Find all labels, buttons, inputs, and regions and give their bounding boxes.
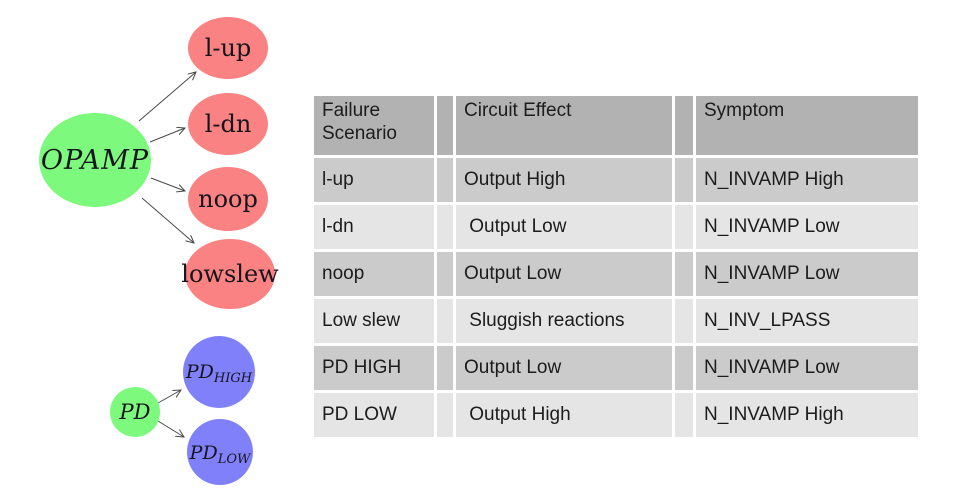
fault-table-container: Failure Scenario Circuit Effect Symptom … [311,93,921,440]
lowslew-node-shape [185,239,275,309]
cell-spacer [675,346,693,390]
fault-tree-diagram: OPAMP l-up l-dn noop lowslew PD [39,17,279,485]
cell-spacer [437,393,453,437]
cell-effect: Sluggish reactions [456,299,672,343]
cell-scenario: PD HIGH [314,346,434,390]
lowslew-node-label: lowslew [181,260,279,288]
lup-node-label: l-up [205,34,252,62]
table-row: l-dn Output Low N_INVAMP Low [314,205,918,249]
cell-spacer [675,299,693,343]
cell-scenario: l-up [314,158,434,202]
pdlow-label-base: PD [189,442,218,464]
table-row: noop Output Low N_INVAMP Low [314,252,918,296]
header-spacer-a [437,96,453,155]
cell-scenario: PD LOW [314,393,434,437]
header-failure-scenario: Failure Scenario [314,96,434,155]
cell-spacer [675,252,693,296]
edge-opamp-lowslew [141,197,194,243]
tree-node-lup: l-up [188,17,268,79]
pd-tree-edges [157,390,184,437]
cell-effect: Output Low [456,205,672,249]
ldn-node-label: l-dn [205,110,252,138]
cell-symptom: N_INVAMP Low [696,252,918,296]
table-row: l-up Output High N_INVAMP High [314,158,918,202]
cell-spacer [437,158,453,202]
cell-symptom: N_INVAMP Low [696,205,918,249]
table-header-row: Failure Scenario Circuit Effect Symptom [314,96,918,155]
opamp-node-label: OPAMP [41,145,149,176]
edge-opamp-noop [150,177,185,191]
noop-node-label: noop [198,185,258,213]
cell-effect: Output Low [456,252,672,296]
edge-pd-pdlow [157,420,184,437]
pdhigh-label-base: PD [185,361,214,383]
edge-opamp-ldn [149,128,185,143]
table-row: Low slew Sluggish reactions N_INV_LPASS [314,299,918,343]
cell-scenario: noop [314,252,434,296]
tree-node-ldn: l-dn [188,93,268,155]
pdlow-node-shape [187,419,253,485]
cell-spacer [437,252,453,296]
edge-opamp-lup [138,72,196,122]
cell-effect: Output High [456,393,672,437]
cell-symptom: N_INVAMP Low [696,346,918,390]
tree-node-opamp: OPAMP [39,113,151,207]
cell-effect: Output High [456,158,672,202]
cell-spacer [675,393,693,437]
cell-spacer [437,205,453,249]
ldn-node-shape [188,93,268,155]
header-spacer-b [675,96,693,155]
cell-symptom: N_INVAMP High [696,393,918,437]
cell-spacer [675,158,693,202]
fault-symptom-table: Failure Scenario Circuit Effect Symptom … [311,93,921,440]
cell-scenario: l-dn [314,205,434,249]
cell-symptom: N_INVAMP High [696,158,918,202]
pdhigh-node-shape [183,336,255,408]
pd-node-label: PD [119,400,151,424]
cell-spacer [437,346,453,390]
cell-effect: Output Low [456,346,672,390]
pdlow-label-subscript: LOW [217,452,252,467]
pdhigh-node-label: PDHIGH [185,361,253,386]
pdlow-node-label: PDLOW [189,442,252,467]
tree-node-noop: noop [188,167,268,231]
pd-node-shape [110,387,160,437]
cell-symptom: N_INV_LPASS [696,299,918,343]
edge-pd-pdhigh [157,390,181,404]
header-symptom: Symptom [696,96,918,155]
tree-node-pd: PD [110,387,160,437]
lup-node-shape [188,17,268,79]
tree-node-pdlow: PDLOW [187,419,253,485]
pdhigh-label-subscript: HIGH [213,371,253,386]
table-row: PD LOW Output High N_INVAMP High [314,393,918,437]
cell-scenario: Low slew [314,299,434,343]
table-row: PD HIGH Output Low N_INVAMP Low [314,346,918,390]
header-circuit-effect: Circuit Effect [456,96,672,155]
cell-spacer [437,299,453,343]
tree-node-lowslew: lowslew [181,239,279,309]
tree-node-pdhigh: PDHIGH [183,336,255,408]
opamp-node-shape [39,113,151,207]
cell-spacer [675,205,693,249]
opamp-tree-edges [138,72,196,243]
noop-node-shape [188,167,268,231]
